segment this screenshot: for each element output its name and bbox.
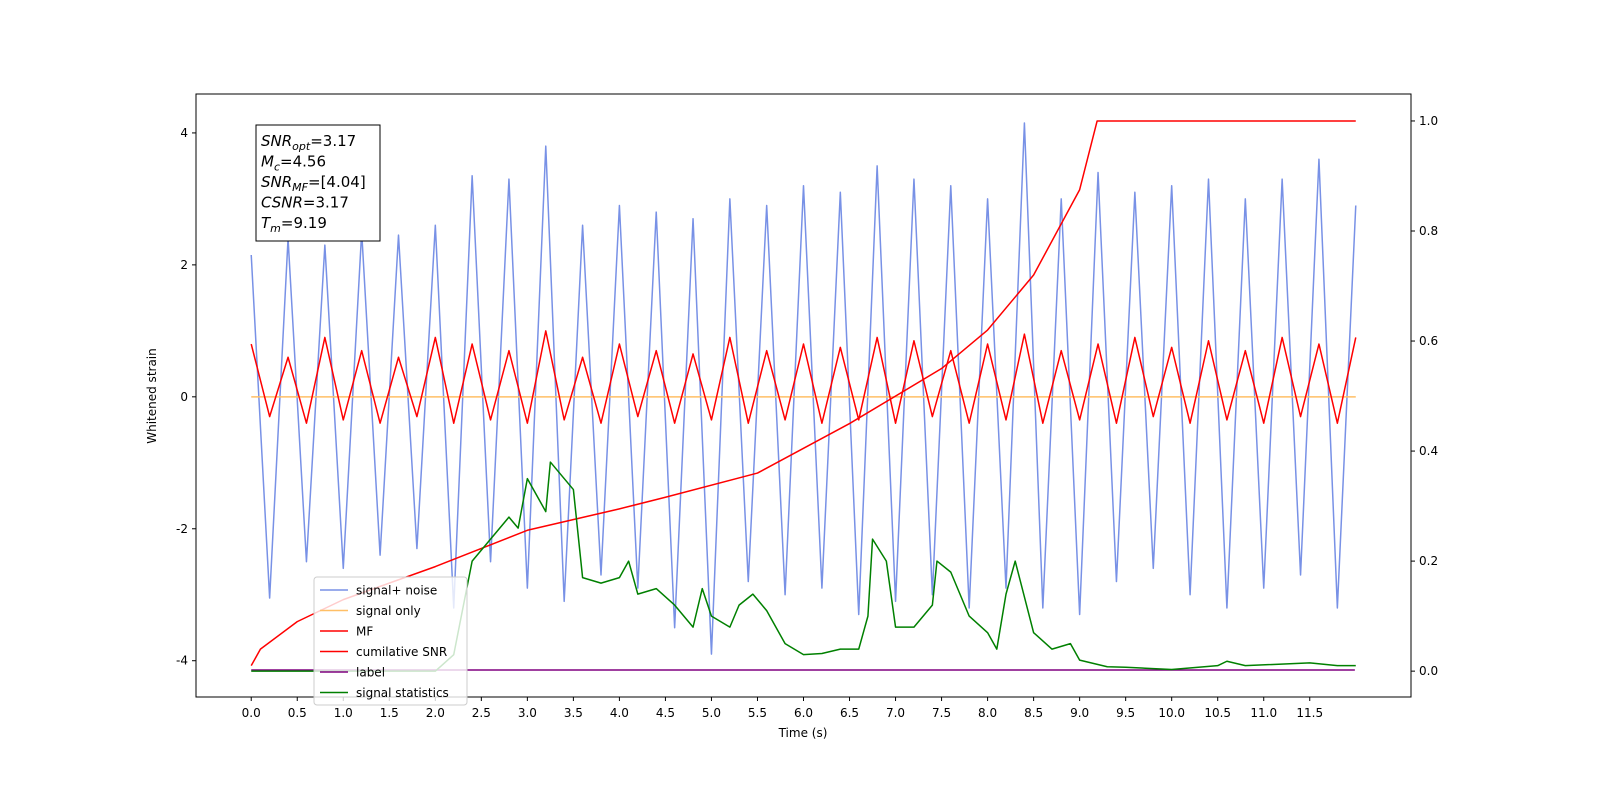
x-tick-label: 11.0 <box>1250 706 1277 720</box>
x-tick-label: 2.0 <box>426 706 445 720</box>
annotation-box <box>255 124 381 242</box>
y2-tick-label: 0.4 <box>1419 444 1438 458</box>
x-tick-label: 0.5 <box>288 706 307 720</box>
y-tick-label: 4 <box>180 126 188 140</box>
annotation-subscript: opt <box>292 140 311 153</box>
x-tick-label: 3.5 <box>564 706 583 720</box>
annotation-value: =[4.04] <box>308 173 366 191</box>
annotation-value: =9.19 <box>281 214 327 232</box>
annotation-subscript: m <box>270 222 281 235</box>
series-line <box>251 461 1356 672</box>
y2-tick-label: 0.2 <box>1419 554 1438 568</box>
x-tick-label: 3.0 <box>518 706 537 720</box>
y-tick-label: -4 <box>176 654 188 668</box>
x-tick-label: 9.5 <box>1116 706 1135 720</box>
x-tick-label: 1.5 <box>380 706 399 720</box>
x-tick-label: 4.0 <box>610 706 629 720</box>
legend-label: cumilative SNR <box>356 645 447 659</box>
annotation-line: SNRMF=[4.04] <box>261 173 366 194</box>
x-tick-label: 7.5 <box>932 706 951 720</box>
x-tick-label: 8.5 <box>1024 706 1043 720</box>
x-tick-label: 1.0 <box>334 706 353 720</box>
y-tick-label: -2 <box>176 522 188 536</box>
annotation-line: SNRopt=3.17 <box>261 132 356 153</box>
y-tick-label: 2 <box>180 258 188 272</box>
legend-box <box>313 576 468 706</box>
annotation-symbol: T <box>261 214 272 232</box>
y2-tick-label: 0.6 <box>1419 334 1438 348</box>
x-tick-label: 10.0 <box>1158 706 1185 720</box>
x-axis-label: Time (s) <box>778 726 828 740</box>
y2-tick-label: 0.0 <box>1419 664 1438 678</box>
x-tick-label: 7.0 <box>886 706 905 720</box>
annotation-value: =3.17 <box>303 194 349 212</box>
annotation-symbol: M <box>261 153 274 171</box>
annotation-subscript: MF <box>292 181 308 194</box>
annotation-symbol: SNR <box>261 132 292 150</box>
x-tick-label: 5.5 <box>748 706 767 720</box>
x-tick-label: 11.5 <box>1296 706 1323 720</box>
x-tick-label: 8.0 <box>978 706 997 720</box>
x-tick-label: 5.0 <box>702 706 721 720</box>
x-tick-label: 9.0 <box>1070 706 1089 720</box>
x-tick-label: 4.5 <box>656 706 675 720</box>
legend-label: MF <box>356 625 373 639</box>
series-line <box>250 122 1357 655</box>
x-tick-label: 6.5 <box>840 706 859 720</box>
annotation-subscript: c <box>274 161 280 174</box>
y2-tick-label: 0.8 <box>1419 224 1438 238</box>
x-tick-label: 6.0 <box>794 706 813 720</box>
y-tick-label: 0 <box>180 390 188 404</box>
annotation-value: =3.17 <box>310 132 356 150</box>
annotation-line: CSNR=3.17 <box>261 194 349 212</box>
annotation-value: =4.56 <box>280 153 326 171</box>
x-tick-label: 0.0 <box>242 706 261 720</box>
annotation-symbol: CSNR <box>261 194 303 212</box>
annotation-line: Tm=9.19 <box>261 214 327 235</box>
legend-label: signal statistics <box>356 686 449 700</box>
y-axis-label: Whitened strain <box>145 348 159 444</box>
x-tick-label: 2.5 <box>472 706 491 720</box>
y2-tick-label: 1.0 <box>1419 114 1438 128</box>
annotation-line: Mc=4.56 <box>261 153 326 174</box>
x-tick-label: 10.5 <box>1204 706 1231 720</box>
legend-label: signal only <box>356 604 421 618</box>
series-line <box>250 330 1357 424</box>
legend-label: signal+ noise <box>356 584 437 598</box>
legend-label: label <box>356 666 385 680</box>
annotation-symbol: SNR <box>261 173 292 191</box>
